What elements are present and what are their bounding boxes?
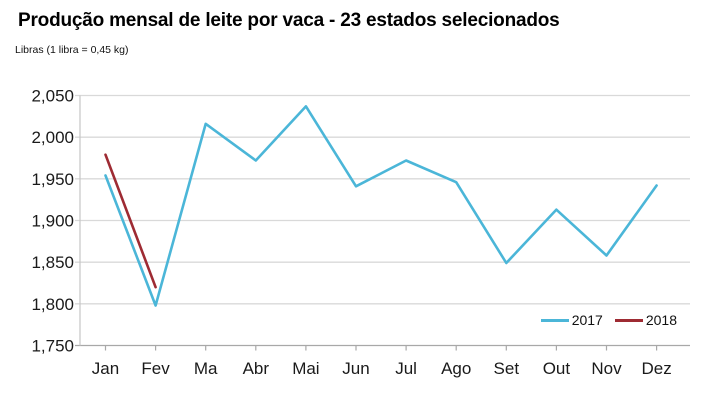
series-line-2017 <box>104 105 658 307</box>
y-axis-tick-label: 2,000 <box>31 128 74 147</box>
x-axis-tick-label: Mai <box>292 359 319 378</box>
x-axis-tick-label: Ma <box>194 359 218 378</box>
x-axis-tick-label: Jan <box>92 359 119 378</box>
legend-label-2018: 2018 <box>645 312 677 328</box>
x-axis-tick-label: Jul <box>395 359 417 378</box>
y-axis-tick-label: 1,900 <box>31 212 74 231</box>
x-axis-tick-label: Fev <box>141 359 170 378</box>
legend-label-2017: 2017 <box>571 312 603 328</box>
legend: 2017 2018 <box>540 312 677 328</box>
x-axis-tick-label: Abr <box>243 359 270 378</box>
y-axis-tick-label: 2,050 <box>31 87 74 106</box>
y-axis-tick-label: 1,750 <box>31 337 74 356</box>
legend-swatch-2017-line <box>540 318 569 322</box>
legend-item-2018: 2018 <box>614 312 677 328</box>
y-axis-tick-label: 1,800 <box>31 295 74 314</box>
x-axis-tick-label: Dez <box>641 359 671 378</box>
x-axis-tick-label: Nov <box>591 359 622 378</box>
x-axis-tick-label: Ago <box>441 359 471 378</box>
legend-item-2017: 2017 <box>540 312 603 328</box>
x-axis-tick-label: Jun <box>342 359 369 378</box>
y-axis-tick-label: 1,950 <box>31 170 74 189</box>
y-axis-tick-label: 1,850 <box>31 253 74 272</box>
legend-swatch-2018-line <box>614 318 643 322</box>
series-line-2018 <box>104 153 157 289</box>
chart-title: Produção mensal de leite por vaca - 23 e… <box>18 10 560 31</box>
chart-subtitle: Libras (1 libra = 0,45 kg) <box>15 44 129 56</box>
x-axis-tick-label: Set <box>494 359 520 378</box>
x-axis-tick-label: Out <box>543 359 571 378</box>
